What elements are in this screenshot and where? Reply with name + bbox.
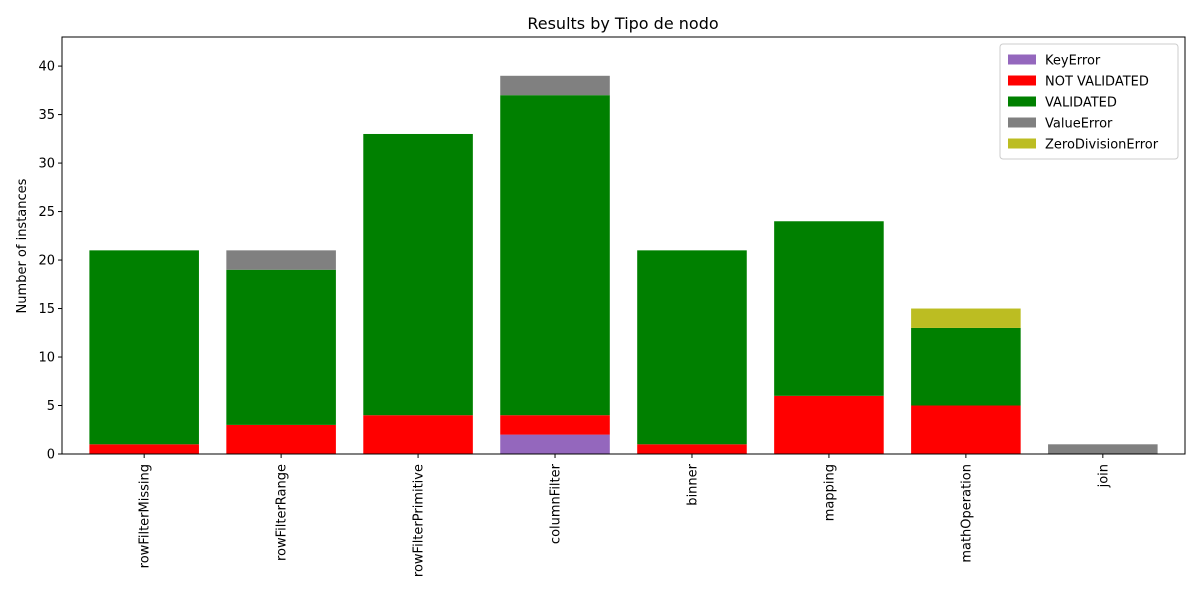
bar-mathoperation-validated bbox=[911, 327, 1021, 406]
bar-rowfiltermissing-validated bbox=[89, 250, 199, 445]
legend-frame bbox=[999, 43, 1179, 160]
bar-binner-validated bbox=[637, 250, 747, 445]
bar-rowfilterprimitive-validated bbox=[363, 133, 473, 416]
legend: KeyError NOT VALIDATED VALIDATED ValueError… bbox=[999, 43, 1179, 160]
bar-mapping-not-validated bbox=[774, 395, 884, 454]
bar-mathoperation-not-validated bbox=[911, 405, 1021, 454]
y-tick-label: 20 bbox=[38, 254, 55, 269]
legend-label-not-validated: NOT VALIDATED bbox=[1045, 75, 1149, 90]
bar-rowfilterrange-not-validated bbox=[226, 424, 336, 454]
x-tick-label-rowfilterrange: rowFilterRange bbox=[275, 464, 290, 561]
x-tick-label-join: join bbox=[1096, 464, 1111, 488]
bar-mathoperation-zerodivisionerror bbox=[911, 308, 1021, 328]
x-tick-label-binner: binner bbox=[685, 463, 700, 505]
x-axis: rowFilterMissing rowFilterRange rowFilterP… bbox=[138, 454, 1111, 577]
legend-swatch-keyerror bbox=[1008, 54, 1036, 65]
y-tick-label: 35 bbox=[38, 108, 55, 123]
y-tick-label: 5 bbox=[47, 399, 55, 414]
bar-columnfilter-validated bbox=[500, 95, 610, 416]
plot-frame bbox=[61, 36, 1186, 455]
bar-rowfilterrange-validated bbox=[226, 269, 336, 425]
y-tick-label: 40 bbox=[38, 60, 55, 75]
legend-swatch-zerodivisionerror bbox=[1008, 138, 1036, 149]
legend-label-keyerror: KeyError bbox=[1045, 54, 1101, 69]
chart-title: Results by Tipo de nodo bbox=[527, 14, 718, 33]
bar-mapping-validated bbox=[774, 221, 884, 396]
legend-label-valueerror: ValueError bbox=[1045, 117, 1113, 132]
y-tick-label: 0 bbox=[47, 448, 55, 463]
legend-swatch-not-validated bbox=[1008, 75, 1036, 86]
x-tick-label-rowfilterprimitive: rowFilterPrimitive bbox=[412, 464, 427, 577]
bar-columnfilter-keyerror bbox=[500, 434, 610, 454]
bar-rowfilterprimitive-not-validated bbox=[363, 415, 473, 454]
y-axis-label: Number of instances bbox=[15, 178, 30, 313]
bar-columnfilter-valueerror bbox=[500, 75, 610, 96]
y-axis: 0 5 10 15 20 25 30 35 40 bbox=[38, 60, 62, 463]
y-tick-label: 30 bbox=[38, 157, 55, 172]
x-tick-label-mapping: mapping bbox=[822, 464, 837, 521]
legend-swatch-validated bbox=[1008, 96, 1036, 107]
legend-label-validated: VALIDATED bbox=[1045, 96, 1117, 111]
bar-join-valueerror bbox=[1048, 444, 1158, 454]
legend-swatch-valueerror bbox=[1008, 117, 1036, 128]
legend-label-zerodivisionerror: ZeroDivisionError bbox=[1045, 138, 1159, 153]
bar-binner-not-validated bbox=[637, 444, 747, 454]
bar-rowfilterrange-valueerror bbox=[226, 250, 336, 270]
bar-rowfiltermissing-not-validated bbox=[89, 444, 199, 454]
y-tick-label: 10 bbox=[38, 351, 55, 366]
x-tick-label-columnfilter: columnFilter bbox=[549, 463, 564, 544]
y-tick-label: 15 bbox=[38, 302, 55, 317]
x-tick-label-rowfiltermissing: rowFilterMissing bbox=[138, 464, 153, 568]
bars-group bbox=[89, 75, 1158, 454]
x-tick-label-mathoperation: mathOperation bbox=[959, 464, 974, 563]
y-tick-label: 25 bbox=[38, 205, 55, 220]
bar-columnfilter-not-validated bbox=[500, 415, 610, 435]
